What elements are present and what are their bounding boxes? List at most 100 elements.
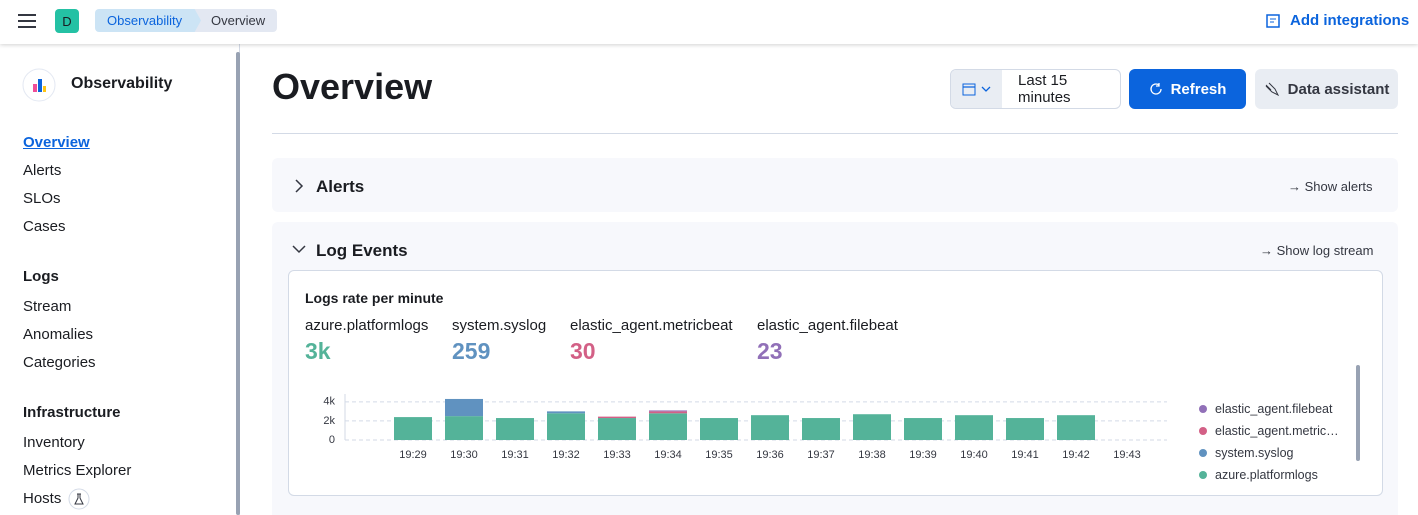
panel-title[interactable]: Alerts [316,177,365,196]
legend-scrollbar [1356,365,1360,461]
legend-dot [1199,449,1207,457]
legend-dot [1199,471,1207,479]
bar-segment [1006,418,1044,440]
add-integrations[interactable]: Add integrations [1290,12,1410,29]
refresh-button[interactable]: Refresh [1129,69,1246,109]
collapse-icon[interactable] [292,244,306,254]
beta-badge [68,488,90,510]
x-tick-label: 19:39 [909,449,937,461]
card-title: Logs rate per minute [305,290,444,306]
bar-segment [598,418,636,440]
link-text[interactable]: Show log stream [1276,243,1374,258]
expand-icon[interactable] [294,179,304,193]
x-tick-label: 19:38 [858,449,886,461]
legend-item[interactable]: elastic_agent.filebeat [1199,398,1351,420]
nav-item[interactable]: Categories [23,354,96,371]
sidebar-title: Observability [71,75,173,92]
bar-segment [751,415,789,440]
x-tick-label: 19:42 [1062,449,1090,461]
nav-item[interactable]: Alerts [23,162,62,179]
sidebar: Observability Overview Alerts SLOs Cases Log… [0,44,240,515]
nav-item[interactable]: Stream [23,298,72,315]
app-logo [22,68,56,102]
divider [272,133,1398,134]
bar-segment [598,416,636,419]
chart: 0 2k 4k 19:29 19:30 19:31 19:32 19:33 19:34 19:35… [323,394,1167,461]
x-tick-label: 19:41 [1011,449,1039,461]
bar-segment [904,418,942,440]
x-tick-label: 19:40 [960,449,988,461]
nav-item[interactable]: Cases [23,218,66,235]
x-tick-label: 19:36 [756,449,784,461]
header: D Observability Overview Add integration… [0,0,1418,44]
stat-name: elastic_agent.filebeat [757,317,898,334]
legend-label: elastic_agent.metricbeat [1215,424,1341,438]
nav-item[interactable]: Anomalies [23,326,94,343]
stat: elastic_agent.metricbeat 30 [570,317,733,365]
x-tick-label: 19:32 [552,449,580,461]
panel-link[interactable]: → Show log stream [1260,243,1374,258]
legend-item[interactable]: system.syslog [1199,442,1351,464]
legend-dot [1199,405,1207,413]
stat: system.syslog 259 [452,317,546,365]
panel-title[interactable]: Log Events [316,241,408,260]
bar-segment [853,414,891,440]
refresh-label: Refresh [1170,80,1227,98]
stat: azure.platformlogs 3k [305,317,428,365]
nav-item[interactable]: Metrics Explorer [23,462,132,479]
stat: elastic_agent.filebeat 23 [757,317,898,365]
assistant-label: Data assistant [1287,80,1390,98]
bar-segment [445,398,483,417]
breadcrumb[interactable]: Observability [95,9,201,32]
date-range[interactable]: Last 15 minutes [1018,72,1071,106]
x-tick-label: 19:35 [705,449,733,461]
link-text[interactable]: Show alerts [1304,179,1373,194]
x-tick-label: 19:34 [654,449,682,461]
stat-value: 30 [570,338,596,364]
bar-segment [547,413,585,440]
bar-segment [649,413,687,440]
bar-segment [445,416,483,440]
legend-label: elastic_agent.filebeat [1215,402,1333,416]
stat-value: 23 [757,338,783,364]
breadcrumb[interactable]: Overview [194,9,277,32]
x-tick-label: 19:29 [399,449,427,461]
bar-segment [649,410,687,412]
space-avatar[interactable]: D [55,9,79,33]
page-title: Overview [272,66,433,107]
nav-item[interactable]: Overview [23,134,90,151]
scrollbar [236,52,240,515]
bar-segment [547,411,585,414]
chart-card: Logs rate per minute azure.platformlogs 3… [288,270,1383,496]
bar-segment [955,415,993,440]
date-picker[interactable]: Last 15 minutes [950,69,1121,109]
bar-segment [496,418,534,440]
assistant-button[interactable]: Data assistant [1255,69,1398,109]
nav-item[interactable]: Inventory [23,434,85,451]
legend-label: system.syslog [1215,446,1294,460]
stat-name: elastic_agent.metricbeat [570,317,733,334]
nav-item[interactable]: SLOs [23,190,61,207]
y-tick-label: 4k [323,396,335,408]
x-tick-label: 19:37 [807,449,835,461]
bar-segment [1057,415,1095,440]
nav-group-title: Logs [23,268,59,285]
menu-icon[interactable] [18,13,36,29]
legend-item[interactable]: elastic_agent.metricbeat [1199,420,1351,442]
bar-segment [802,418,840,440]
date-icon[interactable] [951,70,1003,108]
x-tick-label: 19:33 [603,449,631,461]
x-tick-label: 19:31 [501,449,529,461]
bar-segment [394,417,432,440]
stat-name: system.syslog [452,317,547,334]
alerts-panel: Alerts → Show alerts [272,158,1398,212]
legend: elastic_agent.filebeat elastic_agent.metr… [1199,398,1351,482]
nav-group-title: Infrastructure [23,404,121,421]
stat-value: 3k [305,338,331,364]
legend-item[interactable]: azure.platformlogs [1199,464,1351,482]
nav-item[interactable]: Hosts [23,490,62,507]
stat-name: azure.platformlogs [305,317,429,334]
panel-link[interactable]: → Show alerts [1288,179,1373,194]
x-tick-label: 19:30 [450,449,478,461]
